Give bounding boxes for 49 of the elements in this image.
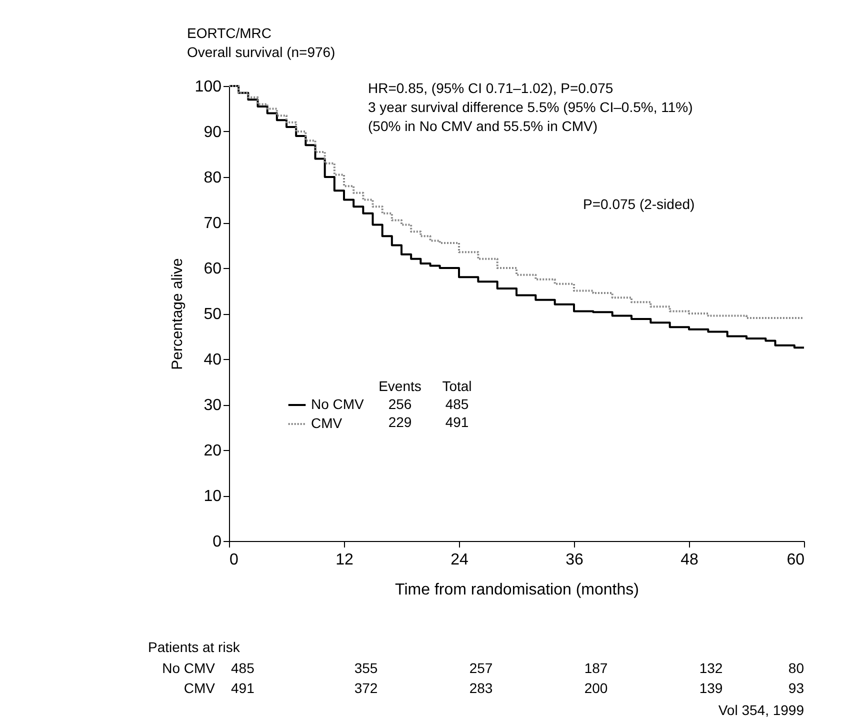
text: 187 — [584, 660, 608, 676]
y-tick-label: 10 — [204, 488, 222, 505]
annotation: 491 — [445, 414, 469, 430]
text: 139 — [699, 680, 723, 696]
text: 485 — [231, 660, 255, 676]
y-tick-label: 70 — [204, 215, 222, 232]
x-tick-label: 0 — [230, 552, 238, 568]
text: 93 — [788, 680, 804, 696]
annotation: 256 — [388, 396, 412, 412]
chart-title: EORTC/MRC — [187, 25, 272, 41]
y-tick-label: 100 — [194, 78, 222, 96]
text: 355 — [354, 660, 378, 676]
text: Patients at risk — [148, 639, 241, 655]
y-tick-label: 40 — [204, 352, 222, 368]
text: 283 — [469, 680, 493, 696]
x-tick-label: 24 — [450, 552, 468, 568]
x-tick-label: 60 — [786, 552, 805, 568]
text: Vol 354, 1999 — [718, 702, 804, 718]
annotation: HR=0.85, (95% CI 0.71–1.02), P=0.075 — [368, 80, 614, 96]
annotation: Total — [442, 378, 472, 394]
annotation: 3 year survival difference 5.5% (95% CI–0.5%, 11%) — [368, 99, 693, 115]
y-tick-label: 30 — [204, 397, 222, 414]
y-tick-label: 90 — [204, 124, 222, 141]
y-tick-label: 20 — [204, 442, 222, 460]
y-tick-label: 0 — [212, 534, 222, 550]
x-tick-label: 48 — [680, 552, 698, 568]
text: 491 — [231, 680, 255, 696]
legend-label: CMV — [311, 415, 343, 431]
annotation: 229 — [388, 414, 412, 430]
x-axis-title: Time from randomisation (months) — [395, 582, 639, 598]
text: 257 — [469, 660, 493, 676]
y-tick-label: 60 — [204, 260, 222, 278]
text: No CMV — [162, 660, 216, 676]
annotation: Events — [378, 378, 422, 394]
annotation: 485 — [445, 396, 469, 412]
annotation: (50% in No CMV and 55.5% in CMV) — [368, 118, 598, 134]
chart-subtitle: Overall survival (n=976) — [187, 44, 336, 60]
y-tick-label: 80 — [204, 170, 222, 186]
text: CMV — [184, 680, 216, 696]
text: 80 — [788, 660, 804, 676]
text: 372 — [354, 680, 378, 696]
text: 200 — [584, 680, 608, 696]
y-axis-title: Percentage alive — [168, 258, 186, 370]
text: 132 — [699, 660, 723, 676]
y-tick-label: 50 — [204, 306, 222, 323]
annotation: P=0.075 (2-sided) — [583, 196, 695, 212]
legend-label: No CMV — [311, 396, 365, 412]
x-tick-label: 36 — [566, 552, 584, 568]
x-tick-label: 12 — [336, 552, 354, 568]
